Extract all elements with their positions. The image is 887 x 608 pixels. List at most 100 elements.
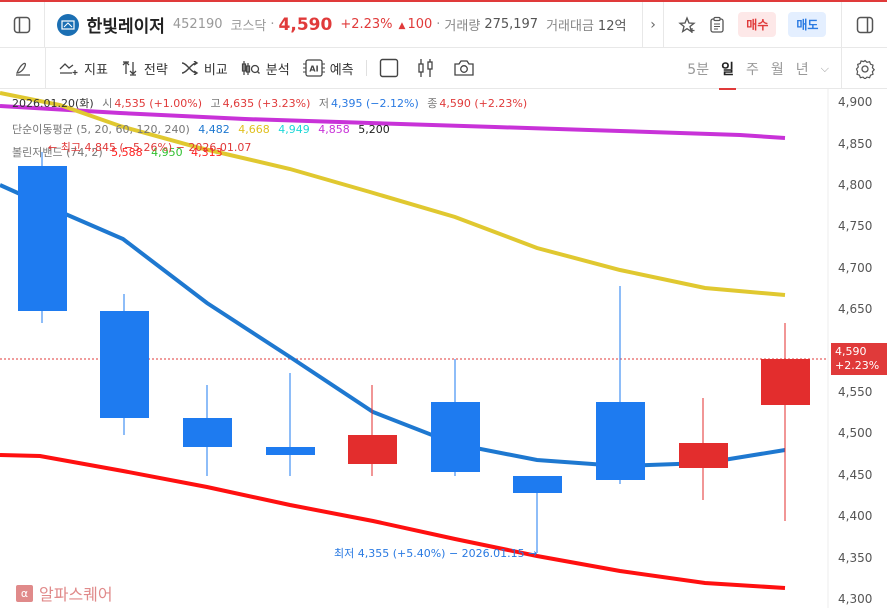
bb-mid-value: 4,950 (151, 146, 183, 159)
brand-name: 알파스퀘어 (39, 585, 113, 604)
ma-legend[interactable]: 단순이동평균 (5, 20, 60, 120, 240) 4,482 4,668… (12, 121, 395, 137)
ma-legend-label: 단순이동평균 (5, 20, 60, 120, 240) (12, 123, 190, 136)
market-label: 코스닥 (230, 19, 267, 34)
right-panel-toggle-button[interactable] (842, 2, 887, 48)
period-selector: 5분 일 주 월 년 ⌵ (687, 48, 829, 90)
y-tick: 4,550 (838, 385, 873, 399)
forecast-button[interactable]: AI 예측 (302, 58, 354, 78)
ma120-value: 4,858 (318, 123, 350, 136)
pen-icon (15, 62, 30, 76)
indicators-button[interactable]: 지표 (59, 59, 108, 78)
y-tick: 4,400 (838, 509, 873, 523)
volume-label: 거래량 (444, 19, 481, 34)
stock-code: 452190 (172, 17, 223, 32)
brand-watermark: α 알파스퀘어 (16, 581, 113, 605)
y-tick: 4,650 (838, 302, 873, 316)
stock-info: 한빛레이저 452190 코스닥 · 4,590 +2.23% ▲ 100 · 거… (45, 1, 643, 48)
low-annotation: 최저 4,355 (+5.40%) − 2026.01.15 → (334, 547, 538, 560)
strategy-button[interactable]: 전략 (121, 59, 168, 78)
change-percent: +2.23% (340, 17, 393, 32)
ma5-value: 4,482 (198, 123, 230, 136)
add-favorite-star-icon[interactable] (678, 15, 697, 34)
legend-open: 4,535 (+1.00%) (114, 97, 203, 110)
chart-canvas[interactable] (0, 89, 887, 608)
alphasquare-logo-icon: α (16, 584, 33, 602)
ai-chip-icon: AI (302, 59, 325, 77)
ma120-line (0, 104, 786, 140)
ma5-line (0, 183, 786, 469)
bb-upper-value: 5,588 (111, 146, 143, 159)
volume-value: 275,197 (484, 17, 539, 32)
right-panel-icon (856, 16, 873, 33)
current-price-tag: 4,590 +2.23% (831, 343, 887, 375)
company-logo-icon (56, 13, 79, 36)
stock-header: 한빛레이저 452190 코스닥 · 4,590 +2.23% ▲ 100 · 거… (0, 1, 887, 48)
stock-name: 한빛레이저 (86, 17, 165, 37)
up-triangle-icon: ▲ (398, 21, 406, 31)
svg-text:AI: AI (309, 65, 318, 74)
candle-search-icon (241, 61, 260, 75)
period-year[interactable]: 년 (795, 61, 809, 78)
candles (18, 152, 810, 553)
ma20-line (0, 91, 786, 297)
legend-date: 2026.01.20(화) (12, 97, 94, 110)
chart-type-box-button[interactable] (379, 58, 399, 78)
change-amount: ▲ 100 (398, 17, 433, 32)
sell-button[interactable]: 매도 (788, 12, 827, 37)
y-tick: 4,500 (838, 426, 873, 440)
candlestick-icon (417, 59, 433, 77)
price-chart[interactable]: 2026.01.20(화) 시 4,535 (+1.00%) 고 4,635 (+3… (0, 89, 887, 608)
buy-button[interactable]: 매수 (738, 12, 777, 37)
gear-icon (855, 59, 875, 79)
period-month[interactable]: 월 (770, 61, 784, 78)
bollinger-legend[interactable]: 볼린저밴드 (74, 2) 5,588 4,950 4,313 (12, 144, 228, 160)
ohlc-legend: 2026.01.20(화) 시 4,535 (+1.00%) 고 4,635 (+3… (12, 97, 528, 110)
header-actions: 매수 매도 (664, 1, 843, 48)
sort-arrows-icon (122, 61, 137, 76)
clipboard-icon[interactable] (708, 16, 726, 34)
y-tick: 4,900 (838, 95, 873, 109)
sidebar-panel-icon (13, 16, 31, 33)
period-5min[interactable]: 5분 (687, 61, 710, 78)
square-icon (379, 58, 398, 78)
camera-icon (453, 60, 474, 76)
period-week[interactable]: 주 (745, 61, 759, 78)
top-accent-line (0, 0, 887, 2)
amount-value: 12억 (597, 19, 627, 34)
high-annotation: ← 최고 4,845 (−5.26%) − 2026.01.07 (48, 141, 252, 154)
separator: · (436, 17, 441, 32)
chart-toolbar: 지표 전략 비교 분석 AI 예측 5분 일 주 월 년 ⌵ (0, 47, 887, 90)
y-tick: 4,800 (838, 178, 873, 192)
compare-button[interactable]: 비교 (181, 59, 228, 78)
y-tick: 4,300 (838, 592, 873, 606)
y-tick: 4,700 (838, 261, 873, 275)
ma20-value: 4,668 (238, 123, 270, 136)
bollinger-lower-line (0, 453, 786, 590)
shuffle-icon (181, 61, 199, 75)
y-tick: 4,850 (838, 137, 873, 151)
y-tick: 4,750 (838, 219, 873, 233)
toolbar-divider (365, 60, 367, 76)
ma240-value: 5,200 (358, 123, 390, 136)
legend-high: 4,635 (+3.23%) (222, 97, 311, 110)
analysis-button[interactable]: 분석 (241, 59, 290, 78)
current-price: 4,590 (278, 14, 333, 35)
ma60-value: 4,949 (278, 123, 310, 136)
bb-legend-label: 볼린저밴드 (74, 2) (12, 146, 103, 159)
y-tick: 4,350 (838, 551, 873, 565)
amount-label: 거래대금 (546, 19, 594, 34)
candle-type-button[interactable] (417, 58, 435, 78)
screenshot-button[interactable] (453, 59, 475, 77)
separator: · (270, 17, 275, 32)
sidebar-toggle-button[interactable] (0, 1, 45, 48)
more-info-button[interactable]: › (643, 1, 665, 48)
chevron-right-icon: › (650, 16, 656, 33)
draw-tool-button[interactable] (0, 47, 46, 89)
indicator-line-icon (59, 63, 78, 75)
chart-settings-button[interactable] (841, 48, 887, 89)
y-tick: 4,450 (838, 468, 873, 482)
period-day[interactable]: 일 (719, 59, 736, 90)
legend-low: 4,395 (−2.12%) (331, 97, 419, 110)
bb-lower-value: 4,313 (191, 146, 223, 159)
period-dropdown-chevron-down-icon[interactable]: ⌵ (820, 61, 829, 75)
